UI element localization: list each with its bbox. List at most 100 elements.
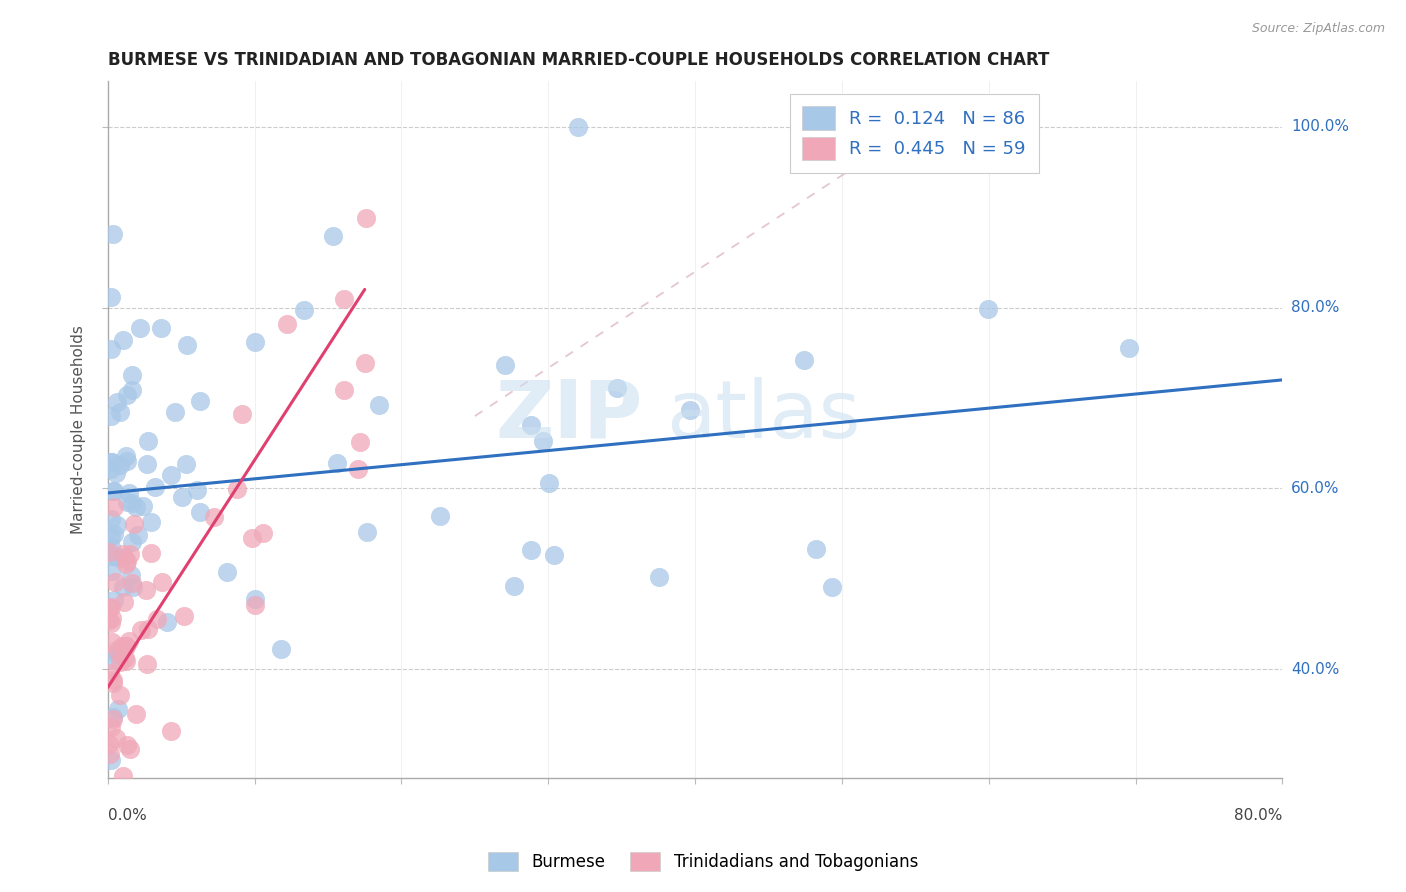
Point [100, 462, 122, 476]
Point [101, 713, 124, 727]
Point [322, 229, 344, 244]
Point [121, 580, 143, 594]
Point [429, 508, 451, 523]
Point [131, 499, 153, 513]
Point [98, 737, 121, 751]
Text: 80.0%: 80.0% [1291, 300, 1339, 315]
Point [176, 338, 198, 352]
Point [107, 702, 129, 716]
Point [567, 120, 589, 134]
Text: 80.0%: 80.0% [1234, 808, 1282, 823]
Legend: Burmese, Trinidadians and Tobagonians: Burmese, Trinidadians and Tobagonians [479, 843, 927, 880]
Point [821, 580, 844, 594]
Point [173, 609, 195, 624]
Point [121, 576, 143, 591]
Point [117, 633, 139, 648]
Point [141, 515, 163, 529]
Point [112, 595, 135, 609]
Point [115, 739, 138, 753]
Point [115, 639, 138, 653]
Point [101, 565, 124, 579]
Point [115, 387, 138, 401]
Point [170, 490, 193, 504]
Point [103, 526, 125, 541]
Point [243, 598, 266, 612]
Point [100, 290, 122, 304]
Point [368, 398, 391, 412]
Point [111, 769, 134, 783]
Point [101, 455, 124, 469]
Point [118, 486, 141, 500]
Point [100, 549, 122, 563]
Point [121, 368, 143, 382]
Point [135, 582, 157, 597]
Point [129, 623, 152, 637]
Legend: R =  0.124   N = 86, R =  0.445   N = 59: R = 0.124 N = 86, R = 0.445 N = 59 [790, 94, 1039, 173]
Point [108, 688, 131, 702]
Point [354, 211, 377, 225]
Point [804, 541, 827, 556]
Point [141, 546, 163, 560]
Point [103, 593, 125, 607]
Point [112, 580, 135, 594]
Point [190, 394, 212, 409]
Point [101, 484, 124, 499]
Text: Source: ZipAtlas.com: Source: ZipAtlas.com [1251, 22, 1385, 36]
Point [160, 723, 183, 738]
Point [503, 578, 526, 592]
Point [165, 405, 187, 419]
Point [112, 550, 135, 565]
Point [115, 554, 138, 568]
Point [104, 731, 127, 746]
Point [136, 622, 159, 636]
Point [117, 454, 139, 468]
Point [354, 356, 377, 370]
Point [1118, 341, 1140, 355]
Point [176, 457, 198, 471]
Point [100, 409, 122, 423]
Point [105, 642, 128, 657]
Point [231, 407, 253, 421]
Point [202, 509, 225, 524]
Point [103, 500, 125, 514]
Point [114, 449, 136, 463]
Point [332, 293, 354, 307]
Point [111, 333, 134, 347]
Point [270, 642, 292, 657]
Point [136, 657, 159, 672]
Text: atlas: atlas [666, 376, 860, 455]
Point [243, 592, 266, 607]
Point [101, 227, 124, 241]
Point [100, 720, 122, 734]
Point [115, 557, 138, 571]
Point [605, 381, 627, 395]
Point [114, 650, 136, 665]
Y-axis label: Married-couple Households: Married-couple Households [72, 326, 86, 534]
Point [186, 483, 208, 498]
Point [120, 741, 142, 756]
Point [977, 301, 1000, 316]
Point [118, 547, 141, 561]
Point [349, 434, 371, 449]
Text: ZIP: ZIP [495, 376, 643, 455]
Point [100, 615, 122, 630]
Point [121, 568, 143, 582]
Text: 60.0%: 60.0% [1291, 481, 1340, 496]
Point [105, 394, 128, 409]
Point [115, 639, 138, 653]
Point [149, 321, 172, 335]
Point [156, 615, 179, 629]
Point [105, 517, 128, 532]
Point [226, 482, 249, 496]
Point [107, 646, 129, 660]
Point [103, 676, 125, 690]
Point [115, 653, 138, 667]
Point [115, 495, 138, 509]
Point [793, 352, 815, 367]
Point [125, 500, 148, 514]
Point [121, 534, 143, 549]
Point [108, 458, 131, 472]
Point [240, 531, 263, 545]
Point [100, 635, 122, 649]
Point [531, 434, 554, 448]
